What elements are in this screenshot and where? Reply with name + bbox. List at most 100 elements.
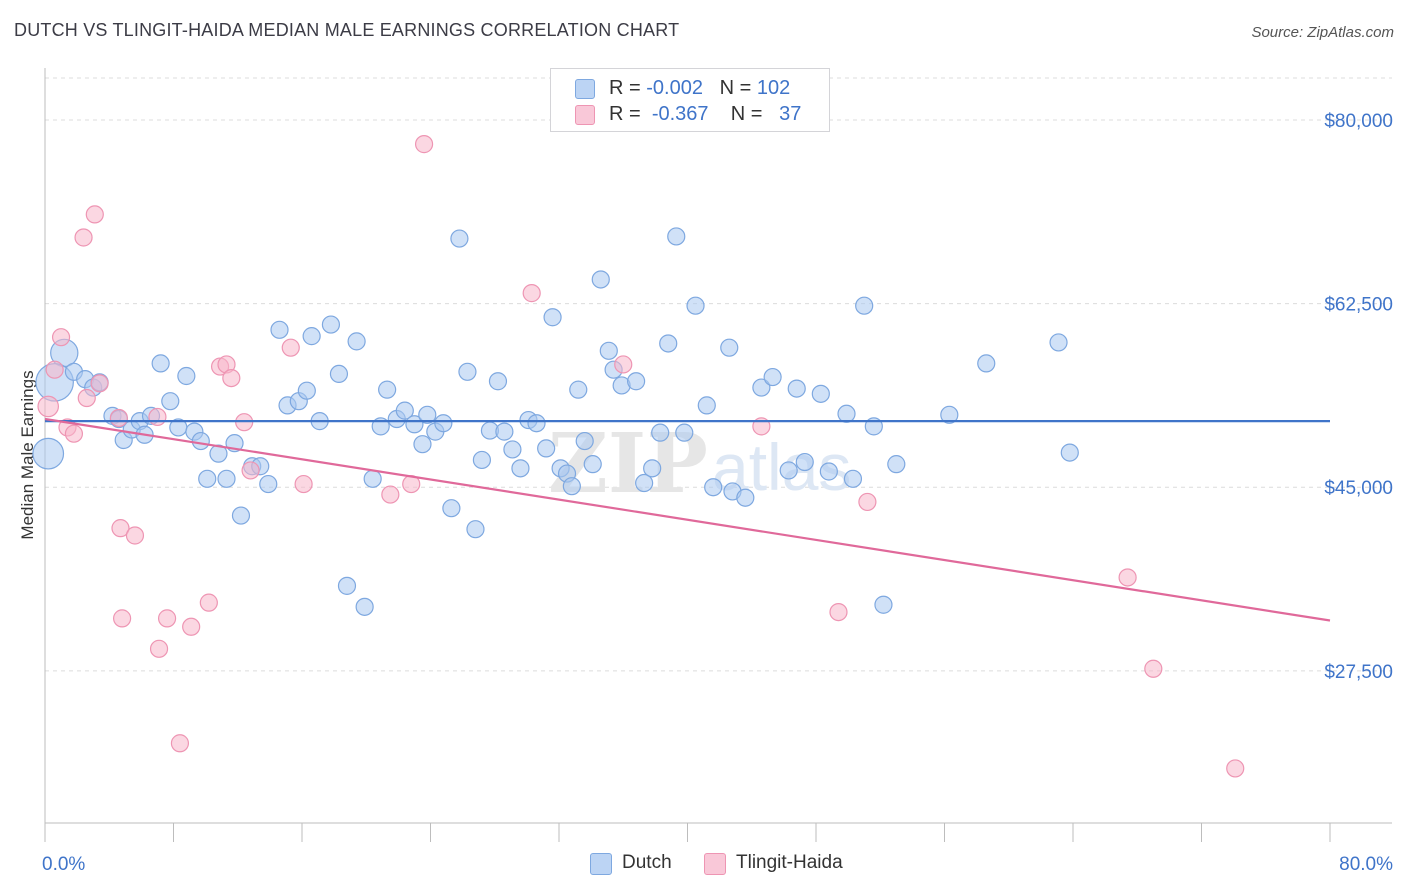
dutch-point (270, 320, 289, 339)
tlingit-point (1118, 568, 1137, 587)
dutch-point (450, 229, 469, 248)
tlingit-point (64, 424, 84, 443)
dutch-point (626, 372, 646, 391)
tlingit-trend-line (44, 417, 1331, 622)
dutch-point (395, 401, 414, 420)
bottom-tlingit-swatch (704, 853, 726, 875)
tlingit-point (77, 388, 96, 408)
y-tick-label: $45,000 (1324, 478, 1393, 499)
tlingit-point (157, 609, 177, 628)
dutch-point (811, 384, 830, 403)
dutch-point (191, 431, 210, 451)
dutch-point (837, 404, 856, 423)
tlingit-point (858, 492, 877, 512)
dutch-point (511, 459, 530, 478)
tlingit-point (222, 368, 241, 388)
dutch-point (231, 506, 251, 525)
dutch-point (458, 362, 477, 381)
dutch-point (466, 520, 485, 539)
bottom-dutch-label: Dutch (622, 852, 672, 873)
dutch-n-value: 102 (756, 77, 791, 99)
tlingit-point (74, 228, 93, 247)
dutch-point (643, 459, 662, 478)
dutch-point (321, 315, 341, 334)
tlingit-point (281, 338, 300, 357)
dutch-point (599, 341, 618, 360)
source-label: Source: ZipAtlas.com (1251, 24, 1394, 41)
dutch-point (1049, 333, 1068, 352)
y-tick-label: $62,500 (1324, 295, 1393, 316)
dutch-point (940, 405, 959, 424)
dutch-point (787, 379, 806, 398)
dutch-point (472, 450, 491, 470)
tlingit-point (182, 617, 201, 636)
dutch-point (779, 461, 798, 480)
tlingit-point (51, 328, 71, 347)
tlingit-n-label: N = (730, 103, 763, 125)
dutch-point (442, 499, 461, 518)
tlingit-point (522, 284, 541, 303)
dutch-point (495, 422, 514, 441)
tlingit-point (614, 355, 633, 374)
dutch-point (302, 327, 321, 346)
dutch-point (297, 381, 316, 400)
tlingit-point (37, 395, 60, 418)
tlingit-point (1226, 759, 1245, 778)
dutch-point (543, 308, 562, 327)
tlingit-point (170, 734, 190, 753)
dutch-point (259, 474, 278, 494)
dutch-point (874, 595, 893, 614)
dutch-point (697, 396, 716, 415)
dutch-point (503, 440, 522, 459)
dutch-swatch (575, 79, 595, 99)
tlingit-point (294, 474, 313, 494)
tlingit-point (111, 519, 130, 538)
dutch-point (378, 380, 397, 399)
dutch-point (635, 473, 654, 493)
y-axis-label: Median Male Earnings (18, 370, 37, 539)
dutch-point (363, 469, 382, 488)
dutch-point (177, 366, 196, 386)
dutch-point (763, 367, 782, 387)
tlingit-point (45, 360, 64, 379)
x-tick-label-min: 0.0% (42, 854, 85, 875)
tlingit-r-label: R = (609, 103, 641, 125)
bottom-dutch-swatch (590, 853, 612, 875)
dutch-point (32, 437, 65, 470)
tlingit-point (1144, 659, 1163, 678)
y-tick-label: $27,500 (1324, 662, 1393, 683)
stats-legend: R = -0.002 N = 102 R = -0.367 N = 37 (550, 68, 830, 132)
chart-title: DUTCH VS TLINGIT-HAIDA MEDIAN MALE EARNI… (14, 20, 680, 40)
dutch-point (562, 477, 581, 496)
dutch-point (418, 405, 437, 424)
dutch-point (704, 478, 723, 497)
dutch-point (161, 392, 180, 411)
dutch-point (1060, 443, 1079, 462)
tlingit-point (125, 526, 145, 545)
dutch-point (527, 414, 546, 433)
tlingit-r-value: -0.367 (651, 103, 709, 125)
tlingit-n-value: 37 (779, 103, 802, 125)
tlingit-point (109, 408, 128, 428)
dutch-point (675, 423, 694, 442)
tlingit-point (414, 135, 434, 154)
dutch-point (488, 372, 508, 391)
dutch-point (355, 597, 374, 616)
tlingit-point (381, 485, 400, 504)
dutch-point (819, 462, 838, 481)
dutch-point (843, 469, 863, 488)
tlingit-swatch (575, 105, 595, 125)
dutch-point (795, 452, 814, 472)
dutch-point (434, 414, 453, 433)
tlingit-point (90, 374, 109, 393)
bottom-tlingit-label: Tlingit-Haida (736, 852, 843, 873)
dutch-point (347, 332, 366, 351)
tlingit-point (85, 205, 104, 224)
tlingit-point (112, 609, 132, 628)
dutch-point (337, 576, 357, 595)
tlingit-point (199, 593, 218, 612)
tlingit-point (241, 461, 260, 480)
dutch-point (198, 469, 217, 488)
x-tick-label-max: 80.0% (1339, 854, 1393, 875)
